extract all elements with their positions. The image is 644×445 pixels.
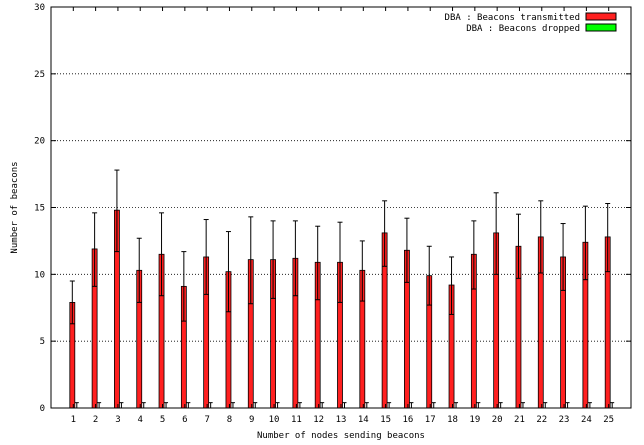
legend-label-dropped: DBA : Beacons dropped bbox=[466, 24, 580, 34]
y-axis-title: Number of beacons bbox=[10, 161, 20, 253]
y-tick-label: 15 bbox=[34, 204, 45, 214]
x-tick-label: 8 bbox=[227, 415, 232, 425]
x-tick-label: 15 bbox=[380, 415, 391, 425]
x-tick-label: 16 bbox=[403, 415, 414, 425]
x-tick-label: 24 bbox=[581, 415, 592, 425]
x-tick-label: 17 bbox=[425, 415, 436, 425]
x-tick-label: 11 bbox=[291, 415, 302, 425]
x-tick-label: 4 bbox=[138, 415, 143, 425]
x-tick-label: 1 bbox=[71, 415, 76, 425]
x-tick-label: 3 bbox=[115, 415, 120, 425]
x-tick-label: 18 bbox=[447, 415, 458, 425]
y-tick-label: 5 bbox=[40, 337, 45, 347]
y-tick-label: 30 bbox=[34, 3, 45, 13]
x-tick-label: 19 bbox=[469, 415, 480, 425]
x-tick-label: 23 bbox=[559, 415, 570, 425]
x-tick-label: 9 bbox=[249, 415, 254, 425]
x-tick-label: 14 bbox=[358, 415, 369, 425]
x-tick-label: 20 bbox=[492, 415, 503, 425]
legend: DBA : Beacons transmitted DBA : Beacons … bbox=[445, 12, 617, 34]
y-axis-ticks: 0 5 10 15 20 25 30 bbox=[34, 3, 631, 414]
x-tick-label: 13 bbox=[336, 415, 347, 425]
legend-swatch-transmitted bbox=[585, 12, 617, 21]
y-tick-label: 10 bbox=[34, 270, 45, 280]
x-tick-label: 21 bbox=[514, 415, 525, 425]
x-tick-label: 6 bbox=[182, 415, 187, 425]
y-tick-label: 20 bbox=[34, 137, 45, 147]
bars-layer bbox=[69, 169, 615, 409]
x-tick-label: 10 bbox=[269, 415, 280, 425]
legend-swatch-dropped bbox=[585, 23, 617, 32]
legend-label-transmitted: DBA : Beacons transmitted bbox=[445, 13, 580, 23]
x-tick-label: 5 bbox=[160, 415, 165, 425]
x-tick-label: 25 bbox=[603, 415, 614, 425]
x-tick-label: 12 bbox=[313, 415, 324, 425]
y-tick-label: 25 bbox=[34, 70, 45, 80]
grid-lines bbox=[51, 73, 631, 342]
x-tick-label: 22 bbox=[536, 415, 547, 425]
x-tick-label: 7 bbox=[204, 415, 209, 425]
x-axis-title: Number of nodes sending beacons bbox=[257, 431, 425, 441]
x-tick-label: 2 bbox=[93, 415, 98, 425]
y-tick-label: 0 bbox=[40, 404, 45, 414]
x-axis-ticks: 1 2 3 4 5 6 7 8 9 10 11 12 13 14 15 16 17 18 19 20 21 22 23 24 2… bbox=[71, 7, 614, 425]
